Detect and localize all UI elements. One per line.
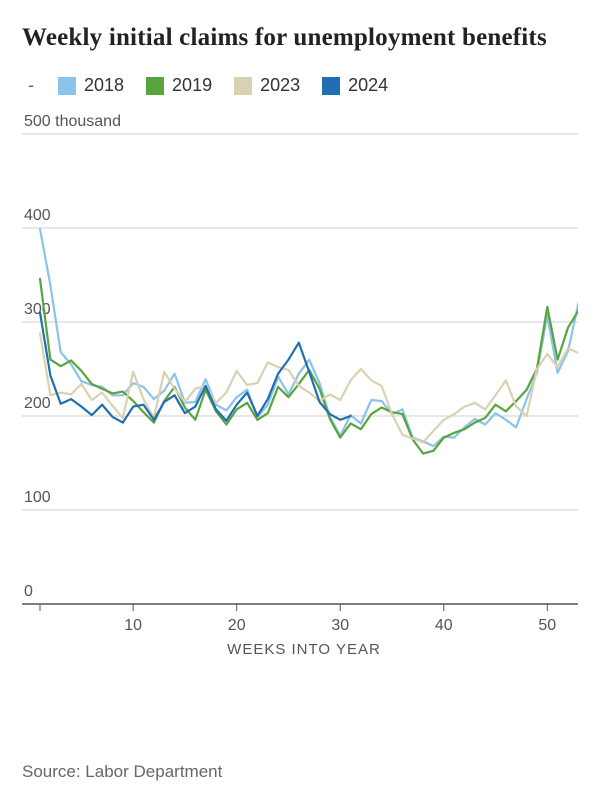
legend-swatch-2019: [146, 77, 164, 95]
svg-text:500 thousand: 500 thousand: [24, 113, 121, 130]
legend-item-2019: 2019: [146, 75, 212, 96]
legend-swatch-2023: [234, 77, 252, 95]
legend-swatch-2018: [58, 77, 76, 95]
legend-item-2018: 2018: [58, 75, 124, 96]
svg-text:100: 100: [24, 489, 51, 506]
legend-item-2023: 2023: [234, 75, 300, 96]
legend-swatch-2024: [322, 77, 340, 95]
svg-text:30: 30: [331, 617, 349, 634]
legend-item-2024: 2024: [322, 75, 388, 96]
chart-area: 0 100 200 300 400 500 thousand 10 20 30 40 50 WEEKS…: [22, 110, 578, 752]
legend-label-2024: 2024: [348, 75, 388, 96]
svg-text:300: 300: [24, 301, 51, 318]
line-chart: 0 100 200 300 400 500 thousand 10 20 30 40 50 WEEKS…: [22, 110, 578, 670]
svg-text:200: 200: [24, 395, 51, 412]
legend-leader: -: [28, 75, 34, 96]
legend-label-2019: 2019: [172, 75, 212, 96]
legend: - 2018 2019 2023 2024: [28, 75, 578, 96]
chart-title: Weekly initial claims for unemployment b…: [22, 22, 578, 53]
svg-text:50: 50: [538, 617, 556, 634]
source-line: Source: Labor Department: [22, 762, 578, 782]
svg-text:0: 0: [24, 583, 33, 600]
svg-text:10: 10: [124, 617, 142, 634]
legend-label-2018: 2018: [84, 75, 124, 96]
svg-text:400: 400: [24, 207, 51, 224]
svg-text:20: 20: [228, 617, 246, 634]
svg-text:WEEKS INTO YEAR: WEEKS INTO YEAR: [227, 641, 381, 658]
legend-label-2023: 2023: [260, 75, 300, 96]
svg-text:40: 40: [435, 617, 453, 634]
